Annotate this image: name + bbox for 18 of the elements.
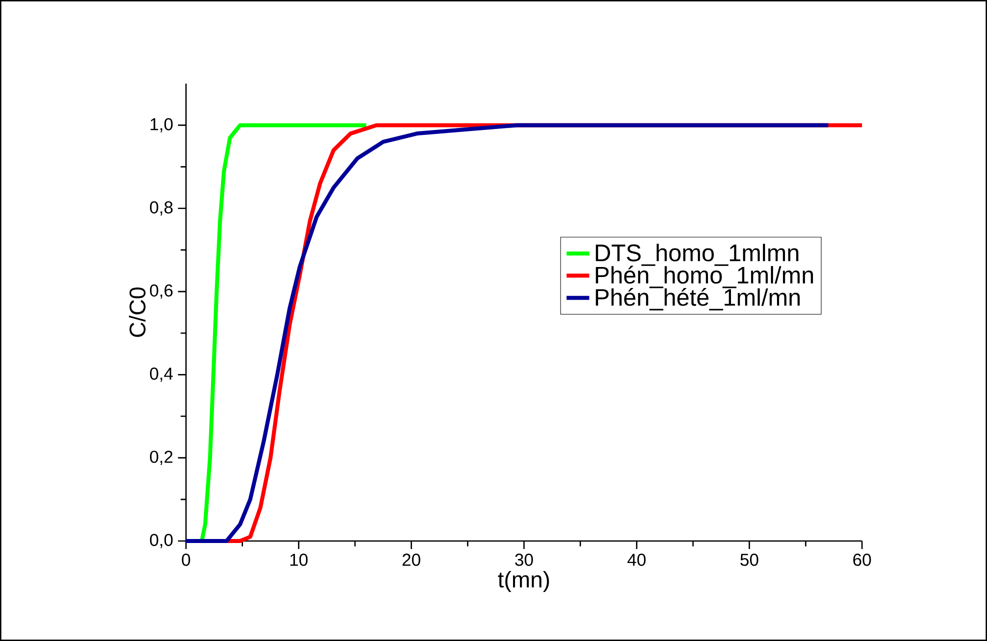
x-tick-label: 10: [290, 554, 308, 566]
x-axis-title: t(mn): [498, 571, 549, 592]
legend-label: DTS_homo_1mlmn: [596, 244, 798, 266]
legend-label: Phén_homo_1ml/mn: [596, 266, 813, 288]
y-tick-label: 0,6: [150, 284, 173, 299]
y-tick-label: 0,0: [150, 534, 173, 548]
x-tick-label: 20: [402, 554, 420, 566]
x-tick-label: 40: [627, 554, 646, 566]
y-tick-label: 0,4: [150, 368, 173, 382]
x-tick-label: 60: [853, 554, 871, 566]
y-tick-label: 0,2: [150, 450, 172, 465]
y-axis-title: C/C0: [128, 287, 146, 337]
x-tick-label: 0: [182, 554, 190, 566]
legend-label: Phén_hété_1ml/mn: [596, 288, 800, 310]
y-tick-label: 0,8: [150, 201, 173, 216]
x-tick-label: 30: [515, 554, 533, 566]
x-tick-label: 50: [740, 554, 758, 566]
y-tick-label: 1,0: [150, 118, 173, 132]
